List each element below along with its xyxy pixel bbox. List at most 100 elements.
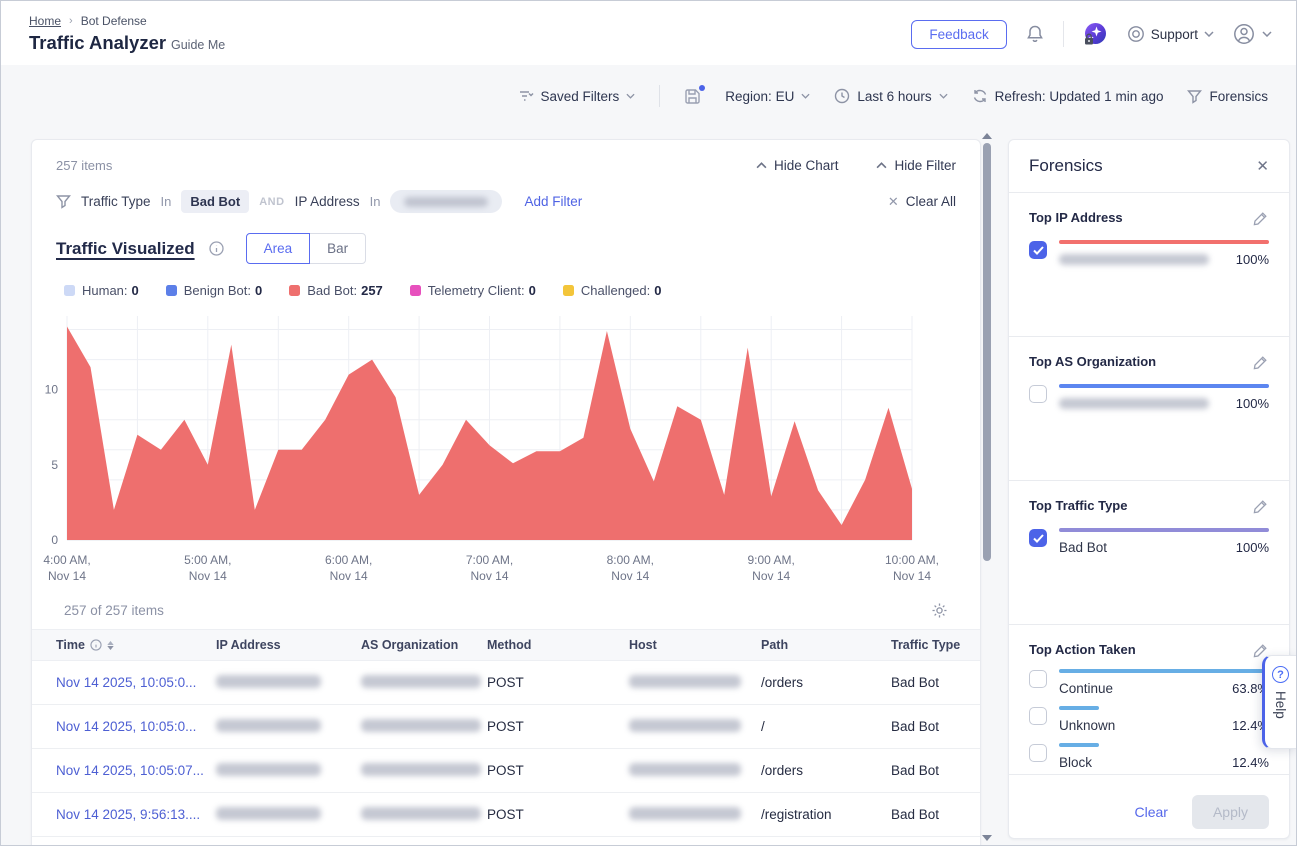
legend-count: 0 [131,283,139,298]
svg-text:Nov 14: Nov 14 [48,569,86,583]
redacted-text [629,674,741,688]
filter-operator[interactable]: In [369,194,381,209]
add-filter-button[interactable]: Add Filter [524,194,583,209]
table-items-summary: 257 of 257 items [64,603,164,618]
header-actions: Feedback [911,18,1272,50]
redacted-text [361,674,481,688]
legend-item-challenged[interactable]: Challenged: 0 [562,283,661,298]
breadcrumb-current: Bot Defense [80,14,147,28]
table-row: Nov 14 2025, 10:05:0... POST / Bad Bot [32,705,980,749]
facet-checkbox[interactable] [1029,385,1047,403]
facet-checkbox[interactable] [1029,241,1047,259]
check-icon [1032,245,1044,255]
help-tab[interactable]: ? Help [1262,655,1296,749]
facet-checkbox[interactable] [1029,707,1047,725]
svg-text:Nov 14: Nov 14 [752,569,790,583]
redacted-text [629,718,741,732]
facet-checkbox[interactable] [1029,670,1047,688]
edit-pencil-icon[interactable] [1252,210,1269,227]
forensics-title: Forensics [1029,156,1103,175]
cell-time[interactable]: Nov 14 2025, 10:05:0... [56,719,197,734]
forensics-toggle[interactable]: Forensics [1187,89,1268,104]
hide-filter-toggle[interactable]: Hide Filter [876,158,956,173]
active-filters-bar: Traffic Type In Bad Bot AND IP Address I… [56,190,956,213]
refresh-button[interactable]: Refresh: Updated 1 min ago [972,88,1163,104]
forensics-section-top-ip-address: Top IP Address 100% [1009,193,1289,337]
facet-percent: 100% [1235,396,1269,411]
chevron-up-icon [756,162,767,169]
scrollbar-down-arrow[interactable] [982,835,992,841]
column-header-time[interactable]: Time [56,638,216,652]
facet-checkbox[interactable] [1029,744,1047,762]
cell-path: /orders [761,675,804,690]
legend-swatch [562,285,574,296]
notifications-bell-icon[interactable] [1025,24,1045,44]
support-label: Support [1150,26,1198,42]
scrollbar-up-arrow[interactable] [982,133,992,139]
vertical-scrollbar-thumb[interactable] [983,143,991,561]
cell-ip [216,718,361,735]
sort-icon[interactable] [107,640,114,650]
table-settings-gear-icon[interactable] [931,602,948,619]
edit-pencil-icon[interactable] [1252,498,1269,515]
account-menu[interactable] [1232,22,1272,46]
svg-text:6:00 AM,: 6:00 AM, [325,553,372,567]
legend-item-telemetry-client[interactable]: Telemetry Client: 0 [409,283,536,298]
tab-bar[interactable]: Bar [309,233,367,264]
legend-count: 0 [528,283,536,298]
facet-percent: 63.8% [1232,681,1269,696]
cell-time[interactable]: Nov 14 2025, 10:05:07... [56,763,204,778]
legend-label: Human: [82,283,128,298]
legend-item-human[interactable]: Human: 0 [64,283,139,298]
clear-all-filters-button[interactable]: ✕ Clear All [887,193,956,210]
filter-field[interactable]: IP Address [294,194,360,209]
cell-time[interactable]: Nov 14 2025, 10:05:0... [56,675,197,690]
forensics-clear-button[interactable]: Clear [1134,804,1168,820]
forensics-panel: Forensics ✕ Top IP Address 100% Top AS O… [1008,139,1290,839]
region-selector[interactable]: Region: EU [725,89,810,104]
redacted-text [361,806,481,820]
chevron-down-icon [801,93,810,99]
ai-assistant-badge-icon[interactable] [1082,21,1109,48]
app-header: Home › Bot Defense Traffic Analyzer Guid… [1,1,1296,65]
filter-value-chip[interactable]: Bad Bot [181,190,250,213]
legend-item-bad-bot[interactable]: Bad Bot: 257 [289,283,383,298]
legend-item-benign-bot[interactable]: Benign Bot: 0 [165,283,263,298]
hide-chart-toggle[interactable]: Hide Chart [756,158,838,173]
edit-pencil-icon[interactable] [1252,642,1269,659]
svg-text:4:00 AM,: 4:00 AM, [43,553,90,567]
info-icon[interactable] [208,241,224,256]
lock-icon [1084,33,1093,44]
cell-traffic-type: Bad Bot [891,763,940,778]
facet-bar [1059,743,1099,747]
traffic-area-chart[interactable]: 0 5 10 4:00 AM, Nov 14 5:00 AM, Nov 14 6:00 AM,… [32,310,981,592]
legend-count: 0 [254,283,263,298]
svg-text:9:00 AM,: 9:00 AM, [748,553,795,567]
forensics-apply-button[interactable]: Apply [1191,795,1269,829]
facet-checkbox[interactable] [1029,529,1047,547]
filter-operator[interactable]: In [160,194,172,209]
support-menu[interactable]: Support [1127,25,1214,43]
filter-field[interactable]: Traffic Type [81,194,151,209]
svg-text:Nov 14: Nov 14 [189,569,227,583]
save-filter-button[interactable] [684,84,706,105]
feedback-button[interactable]: Feedback [911,19,1007,49]
time-range-selector[interactable]: Last 6 hours [834,88,948,104]
chevron-down-icon [1204,31,1214,37]
filter-value-chip-redacted[interactable] [390,190,503,213]
facet-label: Continue [1059,681,1114,696]
saved-filters-dropdown[interactable]: Saved Filters [519,89,636,104]
check-icon [1032,533,1044,543]
guide-me-link[interactable]: Guide Me [171,38,226,52]
cell-time[interactable]: Nov 14 2025, 9:56:13.... [56,807,201,822]
cell-host [629,762,761,779]
edit-pencil-icon[interactable] [1252,354,1269,371]
refresh-icon [973,89,986,103]
close-icon[interactable]: ✕ [1256,158,1269,175]
info-icon[interactable] [90,639,102,651]
facet-bar [1059,240,1269,244]
breadcrumb-home-link[interactable]: Home [29,14,62,28]
tab-area[interactable]: Area [245,233,311,264]
table-header-row: Time IP Address AS Organization Method Host… [32,629,980,661]
